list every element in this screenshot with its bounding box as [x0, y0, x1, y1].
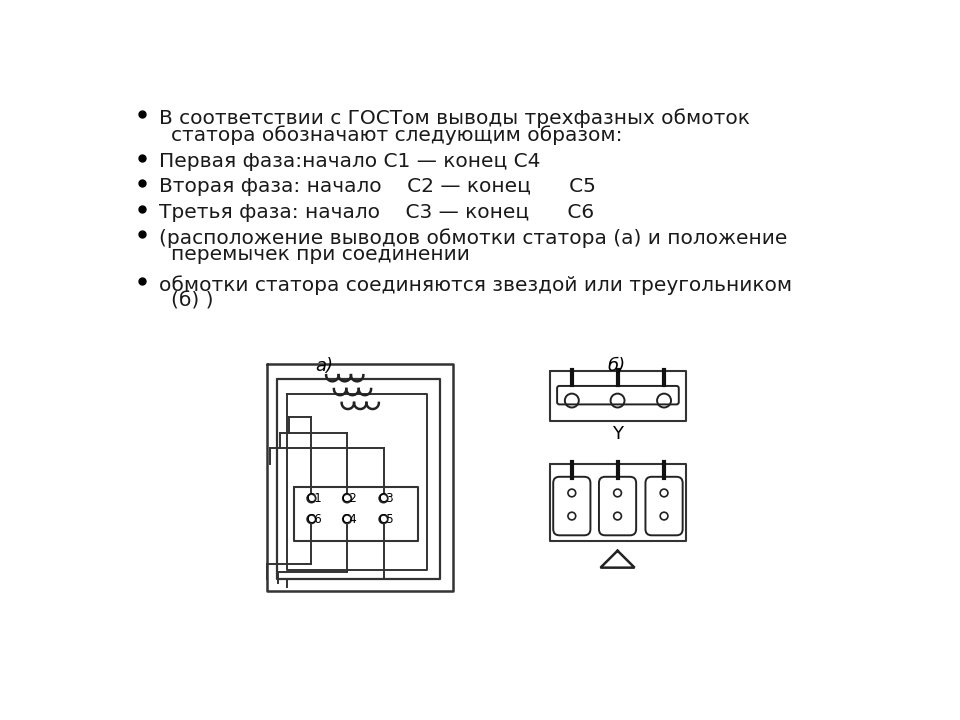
Text: статора обозначают следующим образом:: статора обозначают следующим образом: [171, 125, 623, 145]
Text: C2: C2 [342, 492, 357, 505]
Text: C3: C3 [378, 492, 394, 505]
Text: (расположение выводов обмотки статора (а) и положение: (расположение выводов обмотки статора (а… [158, 228, 787, 248]
Text: а): а) [315, 357, 333, 375]
Text: б): б) [607, 357, 625, 375]
Text: перемычек при соединении: перемычек при соединении [171, 245, 470, 264]
Text: Первая фаза:начало С1 — конец С4: Первая фаза:начало С1 — конец С4 [158, 152, 540, 171]
Text: В соответствии с ГОСТом выводы трехфазных обмоток: В соответствии с ГОСТом выводы трехфазны… [158, 108, 750, 127]
Text: C4: C4 [342, 513, 357, 526]
Text: обмотки статора соединяются звездой или треугольником: обмотки статора соединяются звездой или … [158, 275, 792, 294]
Text: C1: C1 [306, 492, 322, 505]
Text: Третья фаза: начало    С3 — конец      С6: Третья фаза: начало С3 — конец С6 [158, 202, 594, 222]
Text: C5: C5 [378, 513, 394, 526]
Text: (б) ): (б) ) [171, 292, 214, 311]
Text: Вторая фаза: начало    С2 — конец      С5: Вторая фаза: начало С2 — конец С5 [158, 177, 595, 197]
Text: C6: C6 [306, 513, 322, 526]
Text: Y: Y [612, 426, 623, 444]
